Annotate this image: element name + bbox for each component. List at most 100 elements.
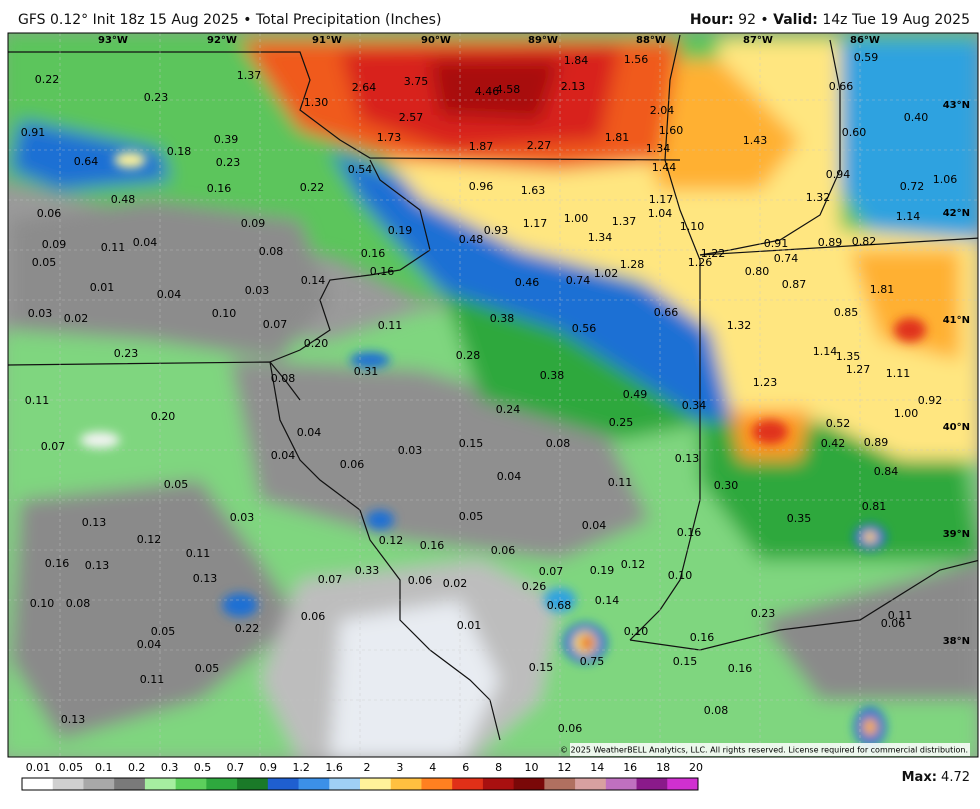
precip-label: 0.03	[230, 511, 255, 524]
copyright: © 2025 WeatherBELL Analytics, LLC. All r…	[560, 746, 968, 755]
precip-label: 1.87	[469, 140, 494, 153]
precip-label: 0.94	[826, 168, 851, 181]
precip-label: 0.23	[144, 91, 169, 104]
precip-label: 0.01	[457, 619, 482, 632]
precip-label: 0.89	[864, 436, 889, 449]
precip-label: 0.09	[42, 238, 67, 251]
precip-label: 0.16	[728, 662, 753, 675]
precip-label: 0.91	[21, 126, 46, 139]
precip-label: 0.96	[469, 180, 494, 193]
precip-label: 0.03	[245, 284, 270, 297]
scale-swatch	[513, 778, 545, 790]
precip-label: 1.81	[605, 131, 630, 144]
precip-label: 0.16	[677, 526, 702, 539]
copyright-bg	[570, 743, 970, 756]
hour-label: Hour:	[690, 12, 734, 28]
longitude-label: 89°W	[528, 35, 558, 46]
precip-field	[8, 33, 978, 757]
scale-label: 6	[462, 761, 469, 774]
scale-swatch	[667, 778, 699, 790]
precip-label: 0.06	[881, 617, 906, 630]
precip-label: 1.23	[753, 376, 778, 389]
precip-label: 0.08	[259, 245, 284, 258]
scale-swatch	[421, 778, 453, 790]
precip-label: 0.06	[340, 458, 365, 471]
scale-label: 0.1	[95, 761, 113, 774]
precip-label: 1.44	[652, 161, 677, 174]
precip-label: 0.13	[193, 572, 218, 585]
latitude-label: 40°N	[943, 422, 970, 433]
scale-swatch	[237, 778, 269, 790]
precip-label: 2.04	[650, 104, 675, 117]
cells	[80, 152, 926, 747]
precip-label: 1.27	[846, 363, 871, 376]
precip-label: 1.63	[521, 184, 546, 197]
scale-label: 12	[557, 761, 571, 774]
precip-label: 0.05	[32, 256, 57, 269]
precip-label: 0.09	[241, 217, 266, 230]
precip-label: 0.66	[654, 306, 679, 319]
color-scale: 0.01 0.05 0.1 0.2 0.3 0.5 0.7 0.9 1.2 1.6 2 3 4 6 8 10 1…	[21, 761, 703, 791]
precip-label: 0.13	[61, 713, 86, 726]
scale-swatch	[605, 778, 638, 790]
precip-label: 0.10	[212, 307, 237, 320]
scale-swatch	[482, 778, 515, 790]
precip-label: 0.68	[547, 599, 572, 612]
precip-label: 0.14	[301, 274, 326, 287]
precip-label: 0.10	[624, 625, 649, 638]
state-borders	[8, 34, 978, 741]
precip-label: 1.00	[564, 212, 589, 225]
longitude-label: 92°W	[207, 35, 237, 46]
precip-label: 0.13	[85, 559, 110, 572]
precip-label: 0.56	[572, 322, 597, 335]
precip-label: 1.84	[564, 54, 589, 67]
precip-label: 0.13	[82, 516, 107, 529]
precip-label: 0.05	[195, 662, 220, 675]
latitude-label: 43°N	[943, 100, 970, 111]
shading	[8, 33, 978, 757]
precip-label: 0.15	[673, 655, 698, 668]
precip-label: 1.22	[701, 247, 726, 260]
scale-label: 0.7	[227, 761, 245, 774]
hour-value: 92 •	[738, 12, 769, 28]
longitude-label: 91°W	[312, 35, 342, 46]
precip-label: 0.48	[459, 233, 484, 246]
precip-label: 0.16	[207, 182, 232, 195]
precip-label: 1.43	[743, 134, 768, 147]
precip-label: 0.08	[66, 597, 91, 610]
precip-label: 0.92	[918, 394, 943, 407]
precip-label: 1.35	[836, 350, 861, 363]
precip-label: 1.60	[659, 124, 684, 137]
precip-label: 1.30	[304, 96, 329, 109]
precip-label: 0.42	[821, 437, 846, 450]
scale-swatch	[22, 778, 54, 790]
precip-label: 0.11	[378, 319, 403, 332]
precip-label: 0.54	[348, 163, 373, 176]
scale-frame	[21, 777, 699, 791]
scale-label: 2	[364, 761, 371, 774]
precip-label: 0.11	[888, 609, 913, 622]
scale-swatch	[390, 778, 422, 790]
precip-label: 1.14	[813, 345, 838, 358]
precip-label: 1.26	[688, 256, 713, 269]
point-labels: 0.22 1.37 0.23 1.30 2.64 3.75 4.464.58 1.84 1.56…	[21, 51, 958, 735]
precip-label: 0.07	[539, 565, 564, 578]
precip-label: 0.06	[301, 610, 326, 623]
precip-label: 4.46	[475, 85, 500, 98]
precip-label: 1.37	[237, 69, 262, 82]
scale-label: 0.9	[260, 761, 278, 774]
precip-label: 0.07	[318, 573, 343, 586]
precip-label: 0.16	[420, 539, 445, 552]
precip-label: 0.11	[186, 547, 211, 560]
precip-label: 0.15	[459, 437, 484, 450]
precip-label: 0.23	[751, 607, 776, 620]
precip-label: 1.28	[620, 258, 645, 271]
precip-label: 0.28	[456, 349, 481, 362]
precip-label: 0.08	[271, 372, 296, 385]
precip-label: 0.40	[904, 111, 929, 124]
precip-label: 2.13	[561, 80, 586, 93]
precip-label: 0.74	[566, 274, 591, 287]
scale-swatch	[114, 778, 146, 790]
precip-label: 1.32	[727, 319, 752, 332]
